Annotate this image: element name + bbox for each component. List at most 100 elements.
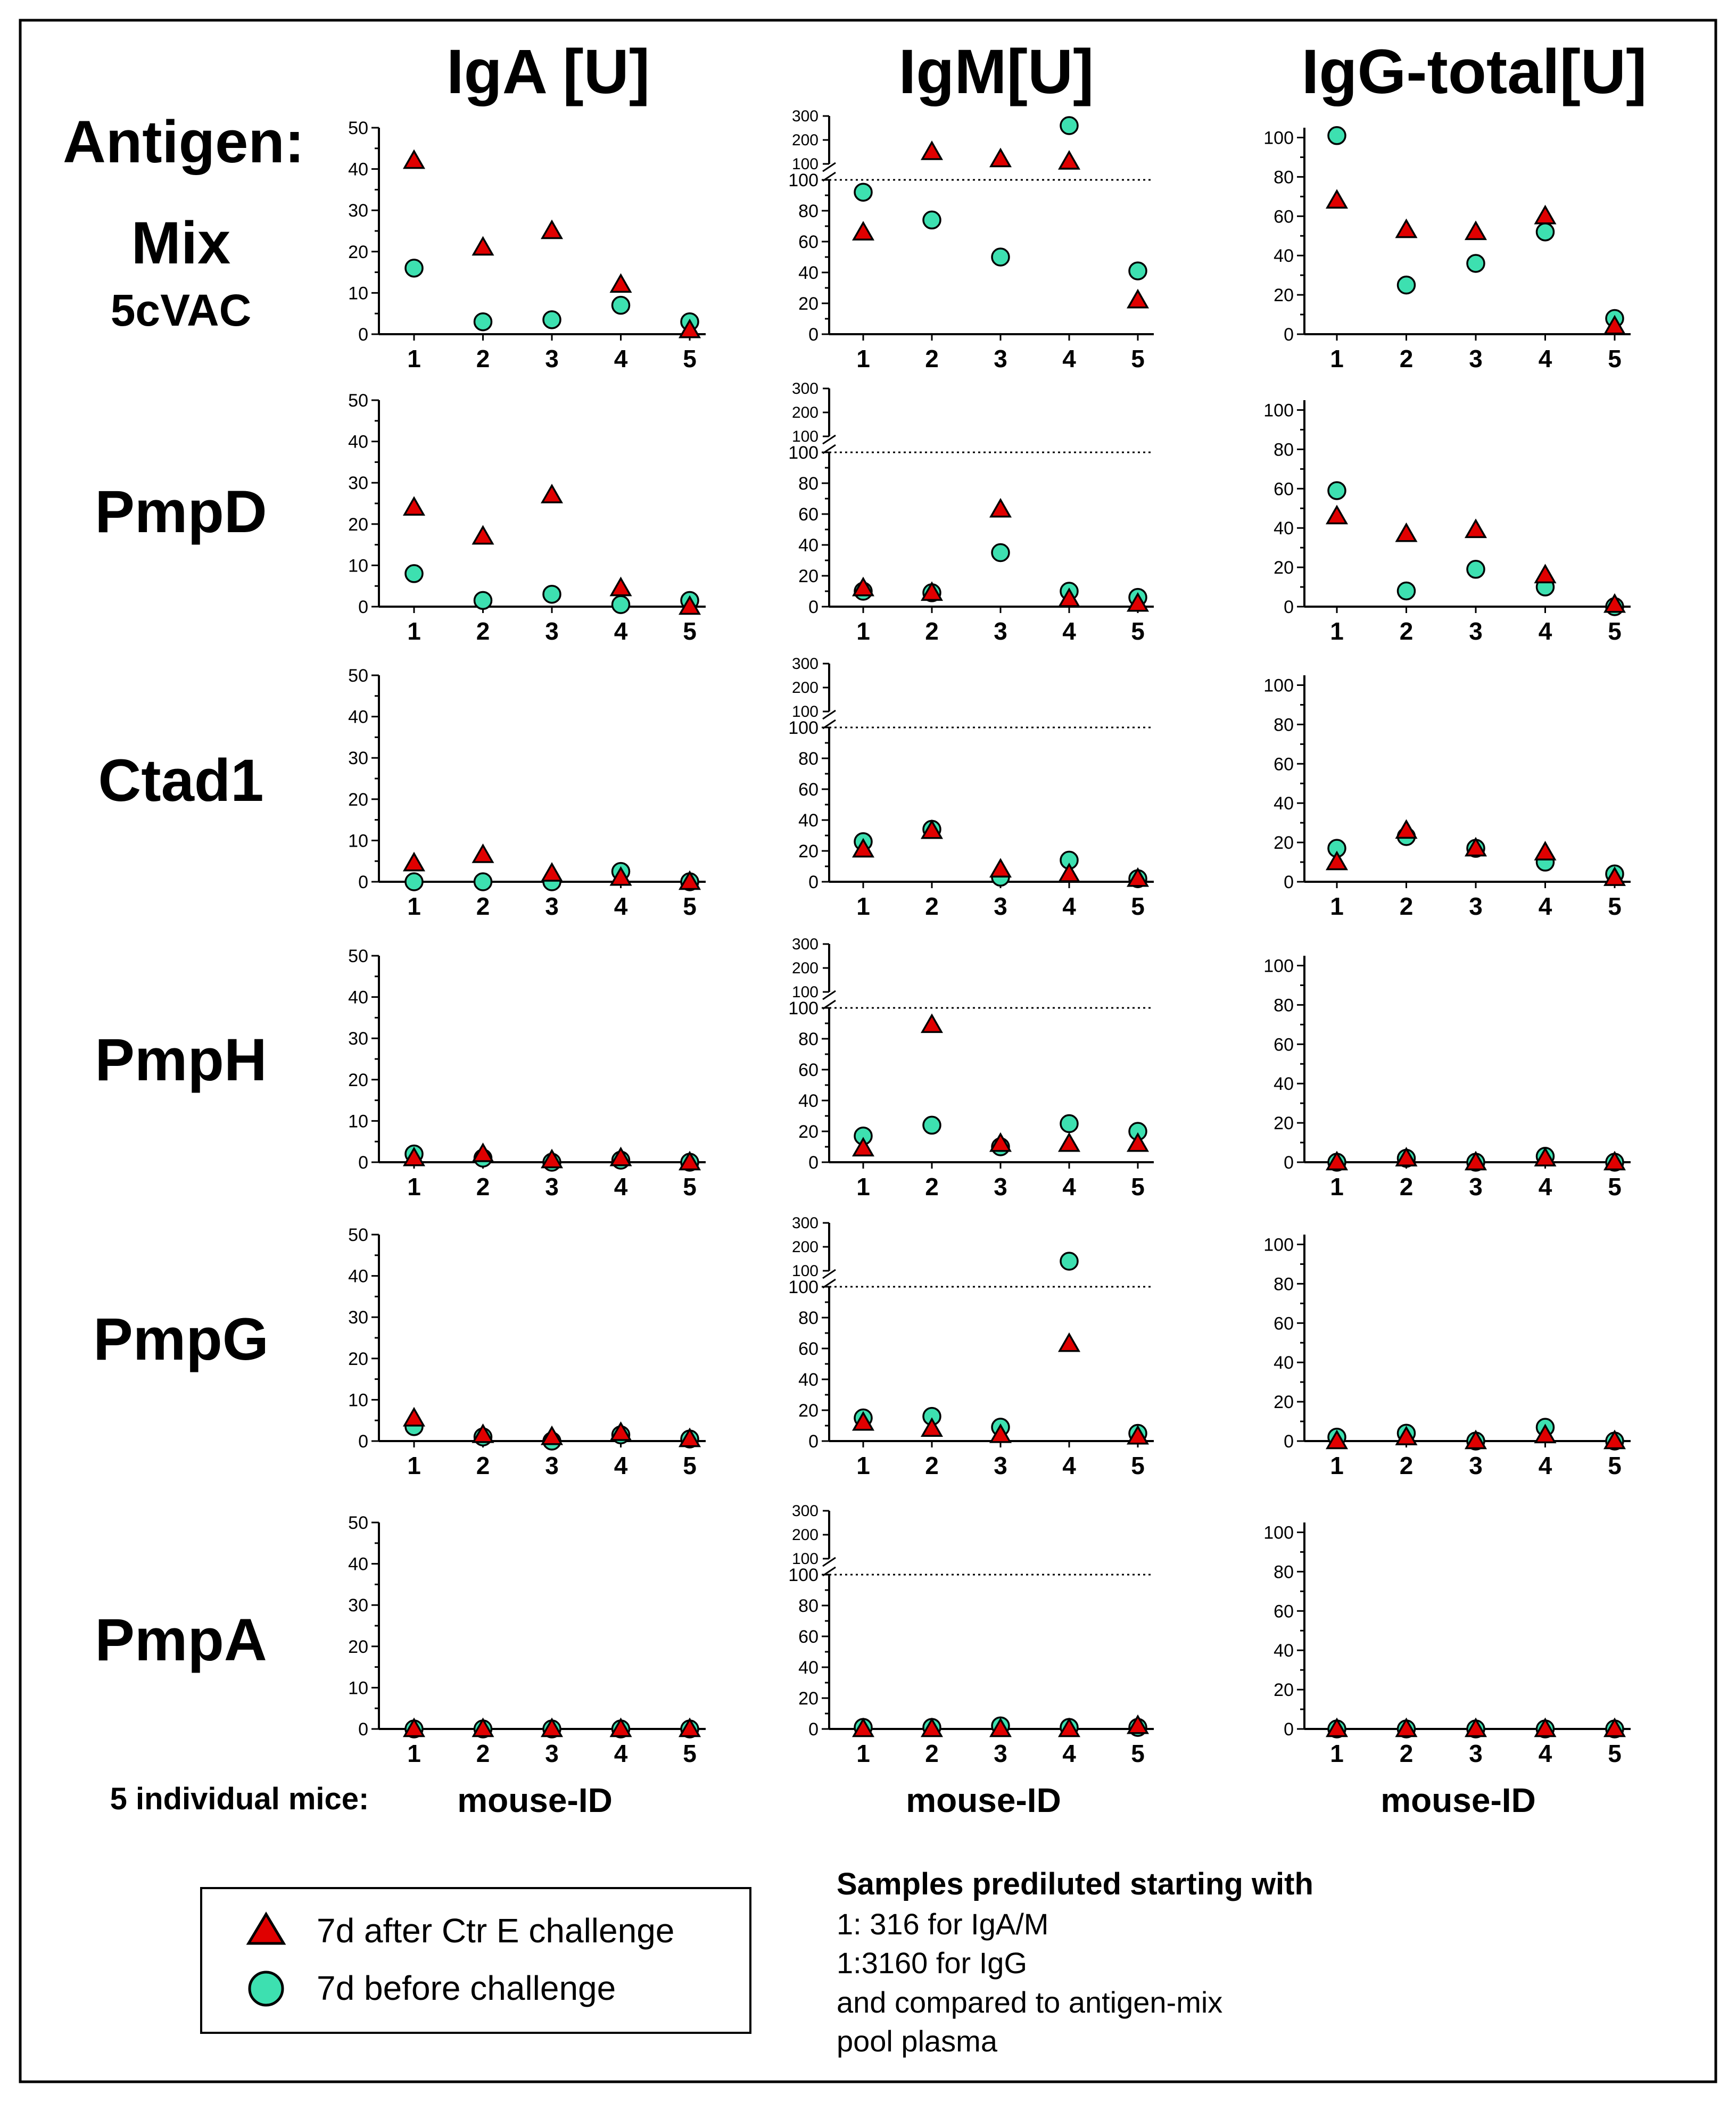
- x-tick-label: 3: [994, 1452, 1007, 1479]
- point-after-mouse-4: [609, 866, 632, 886]
- y-tick-label: 0: [808, 872, 819, 892]
- y-tick-label: 10: [348, 1390, 368, 1410]
- legend-box: [200, 1887, 751, 2034]
- point-after-mouse-3: [1464, 1429, 1487, 1450]
- panel-pmph-igg: 0 20 40 60 80 100 1 2 3 4 5: [1263, 956, 1631, 1201]
- y-tick-label: 20: [1274, 1680, 1294, 1700]
- xlabel-iga: mouse-ID: [457, 1781, 613, 1819]
- point-after-mouse-1: [852, 1137, 875, 1157]
- point-after-mouse-1: [1325, 189, 1349, 209]
- y-tick-label: 40: [348, 160, 368, 180]
- x-tick-label: 2: [1400, 892, 1413, 920]
- x-tick-label: 1: [407, 892, 421, 920]
- row-sublabel-5cvac: 5cVAC: [111, 285, 252, 335]
- y-tick-label: 40: [798, 1370, 819, 1390]
- y-tick-label-upper: 200: [792, 959, 819, 977]
- point-after-mouse-3: [1464, 518, 1487, 539]
- x-tick-label: 2: [925, 617, 939, 645]
- y-tick-label: 60: [798, 1627, 819, 1647]
- panel-pmpa-iga: 0 10 20 30 40 50 1 2 3 4 5: [348, 1513, 706, 1767]
- y-tick-label: 0: [808, 1431, 819, 1452]
- x-tick-label: 3: [994, 892, 1007, 920]
- point-after-mouse-1: [852, 576, 875, 597]
- point-after-mouse-4: [1534, 1147, 1557, 1166]
- point-after-mouse-5: [1603, 593, 1626, 613]
- y-tick-label: 20: [348, 515, 368, 535]
- panel-pmpa-igg: 0 20 40 60 80 100 1 2 3 4 5: [1263, 1522, 1631, 1767]
- point-after-mouse-5: [678, 870, 701, 890]
- axis-break-mark: [822, 162, 836, 172]
- x-tick-label: 1: [407, 1740, 421, 1767]
- y-tick-label: 40: [1274, 246, 1294, 266]
- x-tick-label: 5: [1131, 345, 1145, 373]
- point-after-mouse-3: [540, 1425, 564, 1445]
- x-tick-label: 5: [683, 617, 697, 645]
- dilution-note: Samples prediluted starting with 1: 316 …: [837, 1867, 1313, 2058]
- point-after-mouse-3: [989, 858, 1012, 878]
- note-title: Samples prediluted starting with: [837, 1867, 1313, 1901]
- note-line-1: 1: 316 for IgA/M: [837, 1907, 1048, 1941]
- y-tick-label-upper: 100: [792, 983, 819, 1001]
- x-tick-label: 2: [925, 1452, 939, 1479]
- point-after-mouse-4: [1534, 1717, 1557, 1737]
- x-tick-label: 2: [925, 345, 939, 373]
- x-tick-label: 1: [1330, 1173, 1344, 1201]
- point-after-mouse-1: [402, 496, 426, 516]
- point-before-mouse-5: [1128, 261, 1147, 280]
- y-tick-label-upper: 100: [792, 155, 819, 173]
- point-before-mouse-2: [473, 312, 493, 332]
- y-tick-label: 40: [1274, 1074, 1294, 1094]
- x-tick-label: 2: [476, 345, 490, 373]
- x-tick-label: 5: [1131, 1740, 1145, 1767]
- data-points: [852, 1252, 1150, 1445]
- x-tick-label: 1: [856, 345, 870, 373]
- data-points: [852, 819, 1150, 888]
- y-tick-label: 30: [348, 1307, 368, 1328]
- x-tick-label: 2: [476, 1452, 490, 1479]
- y-tick-label: 40: [348, 707, 368, 727]
- y-tick-label-upper: 300: [792, 1214, 819, 1232]
- y-tick-label: 0: [358, 1431, 368, 1452]
- x-tick-label: 5: [683, 1173, 697, 1201]
- point-after-mouse-2: [920, 140, 944, 160]
- y-tick-label: 80: [798, 1308, 819, 1328]
- panel-pmpd-iga: 0 10 20 30 40 50 1 2 3 4 5: [348, 391, 706, 645]
- x-tick-label: 5: [1608, 1452, 1622, 1479]
- y-tick-label: 20: [348, 790, 368, 810]
- point-before-mouse-1: [404, 872, 424, 891]
- point-before-mouse-2: [1396, 581, 1416, 601]
- point-after-mouse-1: [402, 1717, 426, 1737]
- y-tick-label: 20: [348, 1637, 368, 1657]
- y-tick-label: 50: [348, 1513, 368, 1533]
- x-tick-label: 1: [856, 892, 870, 920]
- y-tick-label: 20: [1274, 558, 1294, 578]
- y-tick-label: 30: [348, 1595, 368, 1616]
- y-tick-label-upper: 300: [792, 107, 819, 125]
- x-tick-label: 4: [1539, 1740, 1552, 1767]
- y-tick-label: 40: [798, 263, 819, 283]
- x-tick-label: 2: [925, 892, 939, 920]
- data-points: [1325, 1147, 1626, 1172]
- y-tick-label-upper: 300: [792, 655, 819, 673]
- y-tick-label: 100: [1263, 128, 1294, 148]
- y-tick-label: 60: [1274, 1601, 1294, 1621]
- x-tick-label: 1: [407, 617, 421, 645]
- column-header-igg: IgG-total[U]: [1302, 37, 1647, 107]
- y-tick-label: 60: [798, 1060, 819, 1080]
- x-tick-label: 4: [1062, 1740, 1076, 1767]
- y-tick-label: 80: [798, 1596, 819, 1616]
- row-label-pmpd: PmpD: [95, 478, 267, 545]
- point-after-mouse-2: [472, 525, 494, 545]
- point-after-mouse-3: [989, 147, 1012, 168]
- point-after-mouse-5: [1126, 1714, 1150, 1734]
- x-tick-label: 2: [1400, 617, 1413, 645]
- y-tick-label: 0: [1284, 872, 1294, 892]
- x-tick-label: 4: [1539, 345, 1552, 373]
- x-tick-label: 3: [994, 1740, 1007, 1767]
- x-tick-label: 2: [476, 1173, 490, 1201]
- y-tick-label: 20: [1274, 833, 1294, 853]
